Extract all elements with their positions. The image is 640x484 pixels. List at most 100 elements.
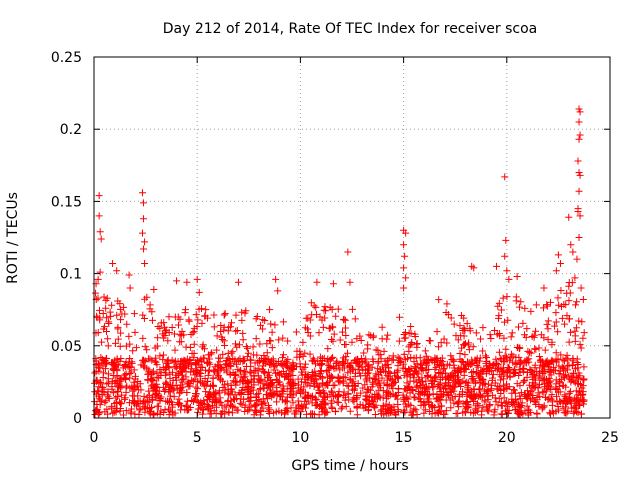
- data-point: [205, 366, 213, 374]
- data-point: [559, 356, 567, 364]
- data-point: [385, 354, 393, 362]
- data-point: [576, 131, 584, 139]
- data-point: [277, 370, 285, 378]
- data-point: [558, 363, 566, 371]
- data-point: [339, 316, 347, 324]
- data-point: [126, 340, 134, 348]
- data-point: [146, 301, 154, 309]
- data-point: [492, 355, 500, 363]
- data-point: [170, 393, 178, 401]
- data-point: [329, 353, 337, 361]
- data-point: [260, 367, 268, 375]
- data-point: [571, 379, 579, 387]
- data-point: [377, 368, 385, 376]
- data-point: [494, 314, 502, 322]
- data-point: [267, 320, 275, 328]
- data-point: [553, 393, 561, 401]
- data-point: [509, 369, 517, 377]
- data-point: [391, 410, 399, 418]
- data-point: [513, 360, 521, 368]
- data-point: [502, 345, 510, 353]
- data-point: [346, 363, 354, 371]
- data-point: [520, 377, 528, 385]
- data-point: [128, 383, 136, 391]
- data-point: [135, 411, 143, 419]
- data-point: [498, 411, 506, 419]
- data-point: [514, 410, 522, 418]
- data-point: [270, 366, 278, 374]
- data-point: [501, 399, 509, 407]
- data-point: [516, 392, 524, 400]
- data-point: [576, 212, 584, 220]
- data-point: [164, 397, 172, 405]
- data-point: [464, 402, 472, 410]
- data-point: [385, 373, 393, 381]
- data-point: [363, 388, 371, 396]
- data-point: [492, 398, 500, 406]
- data-point: [244, 390, 252, 398]
- data-point: [328, 372, 336, 380]
- data-point: [193, 366, 201, 374]
- data-point: [365, 401, 373, 409]
- data-point: [577, 284, 585, 292]
- data-point: [497, 410, 505, 418]
- data-point: [276, 392, 284, 400]
- data-point: [450, 320, 458, 328]
- data-point: [328, 305, 336, 313]
- data-point: [489, 374, 497, 382]
- data-point: [500, 334, 508, 342]
- data-point: [301, 360, 309, 368]
- data-point: [513, 272, 521, 280]
- data-point: [312, 303, 320, 311]
- data-point: [278, 409, 286, 417]
- data-point: [91, 369, 99, 377]
- data-point: [344, 390, 352, 398]
- data-point: [95, 212, 103, 220]
- data-point: [101, 365, 109, 373]
- data-point: [463, 378, 471, 386]
- data-point: [120, 361, 128, 369]
- data-point: [306, 332, 314, 340]
- data-point: [580, 363, 588, 371]
- data-point: [339, 358, 347, 366]
- data-point: [321, 394, 329, 402]
- data-point: [575, 135, 583, 143]
- data-point: [457, 383, 465, 391]
- data-point: [267, 376, 275, 384]
- data-point: [161, 332, 169, 340]
- data-point: [492, 262, 500, 270]
- data-point: [555, 301, 563, 309]
- data-point: [406, 371, 414, 379]
- data-point: [176, 330, 184, 338]
- data-point: [129, 347, 137, 355]
- data-point: [377, 410, 385, 418]
- x-tick-label: 20: [498, 430, 516, 446]
- data-point: [146, 408, 154, 416]
- data-point: [264, 407, 272, 415]
- data-point: [377, 384, 385, 392]
- data-point: [95, 383, 103, 391]
- data-point: [501, 407, 509, 415]
- data-point: [125, 332, 133, 340]
- data-point: [166, 383, 174, 391]
- data-point: [517, 358, 525, 366]
- data-point: [315, 370, 323, 378]
- data-point: [388, 376, 396, 384]
- data-point: [380, 347, 388, 355]
- data-point: [533, 410, 541, 418]
- data-point: [117, 329, 125, 337]
- data-point: [289, 399, 297, 407]
- data-point: [324, 345, 332, 353]
- data-point: [104, 335, 112, 343]
- data-point: [447, 404, 455, 412]
- data-point: [273, 361, 281, 369]
- data-point: [259, 325, 267, 333]
- data-point: [225, 355, 233, 363]
- data-point: [301, 349, 309, 357]
- data-point: [351, 315, 359, 323]
- data-point: [311, 394, 319, 402]
- data-point: [420, 409, 428, 417]
- data-point: [431, 409, 439, 417]
- data-point: [152, 354, 160, 362]
- data-point: [238, 376, 246, 384]
